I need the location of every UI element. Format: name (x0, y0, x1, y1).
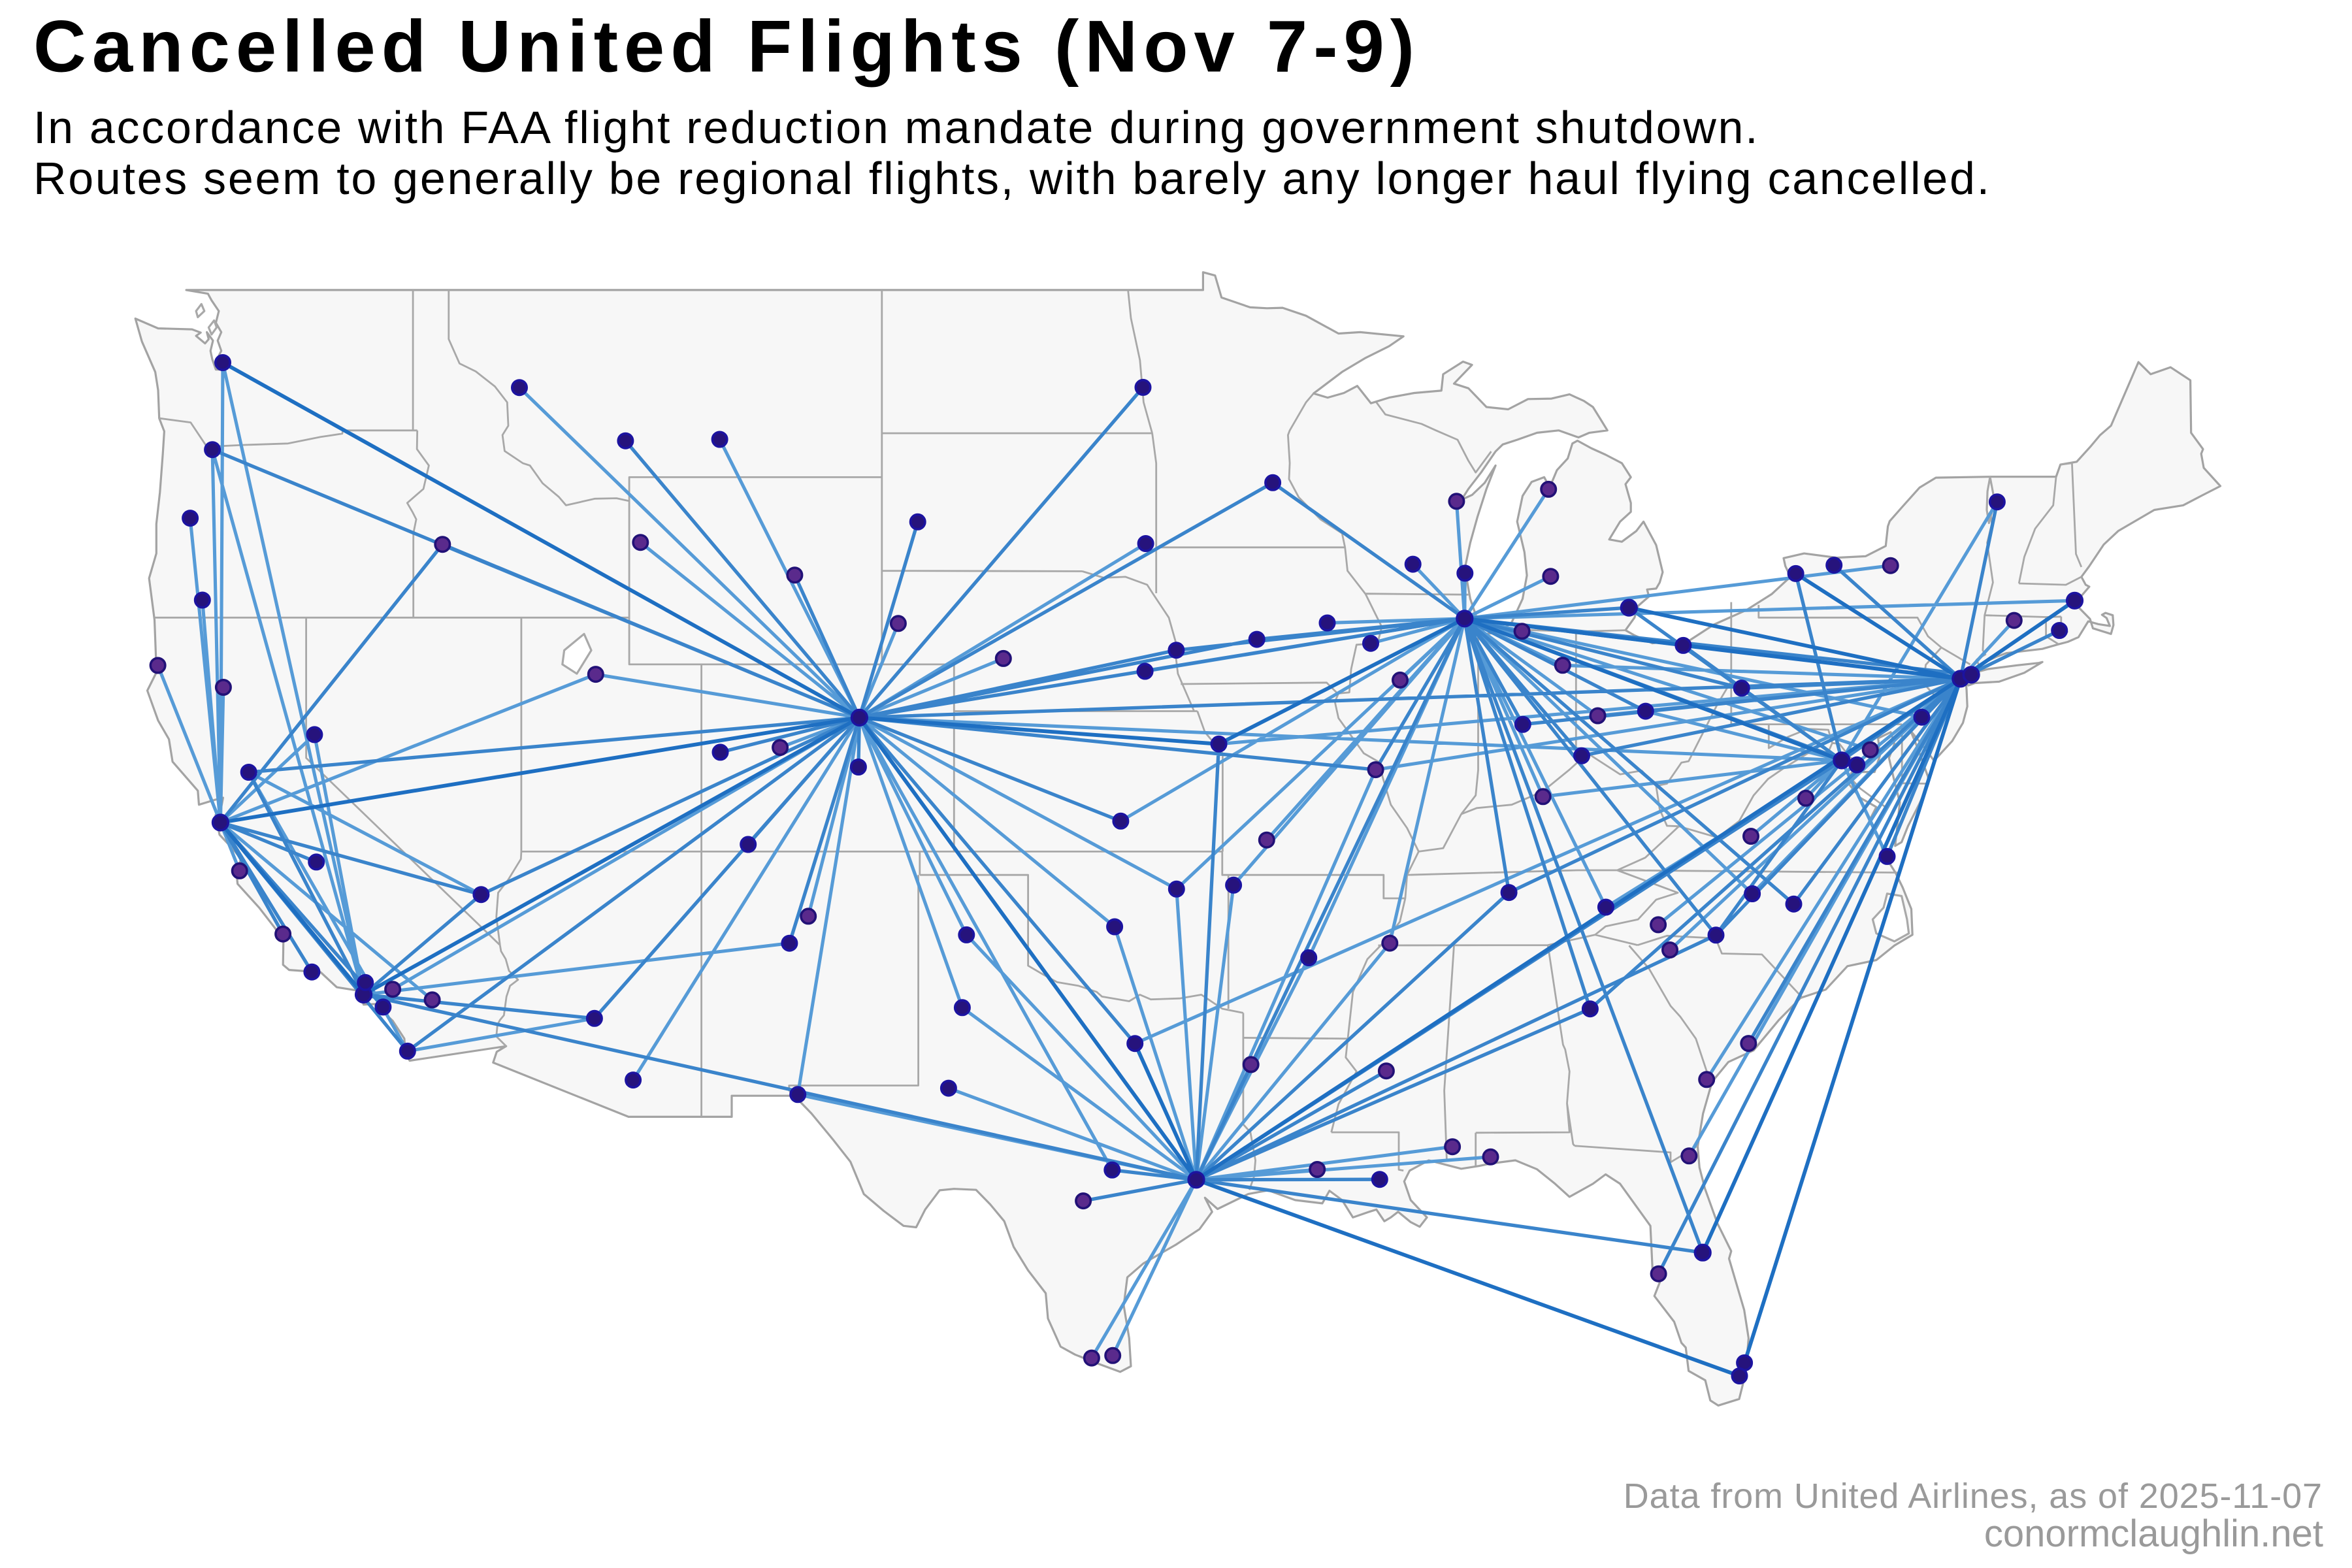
svg-text:Cancelled United Flights (Nov: Cancelled United Flights (Nov 7-9) (33, 6, 1420, 88)
svg-text:conormclaughlin.net: conormclaughlin.net (1984, 1512, 2323, 1555)
svg-text:In accordance with FAA flight: In accordance with FAA flight reduction … (33, 102, 1759, 153)
svg-text:Routes seem to generally be re: Routes seem to generally be regional fli… (33, 153, 1991, 204)
svg-text:Data from United Airlines, as: Data from United Airlines, as of 2025-11… (1624, 1477, 2323, 1516)
